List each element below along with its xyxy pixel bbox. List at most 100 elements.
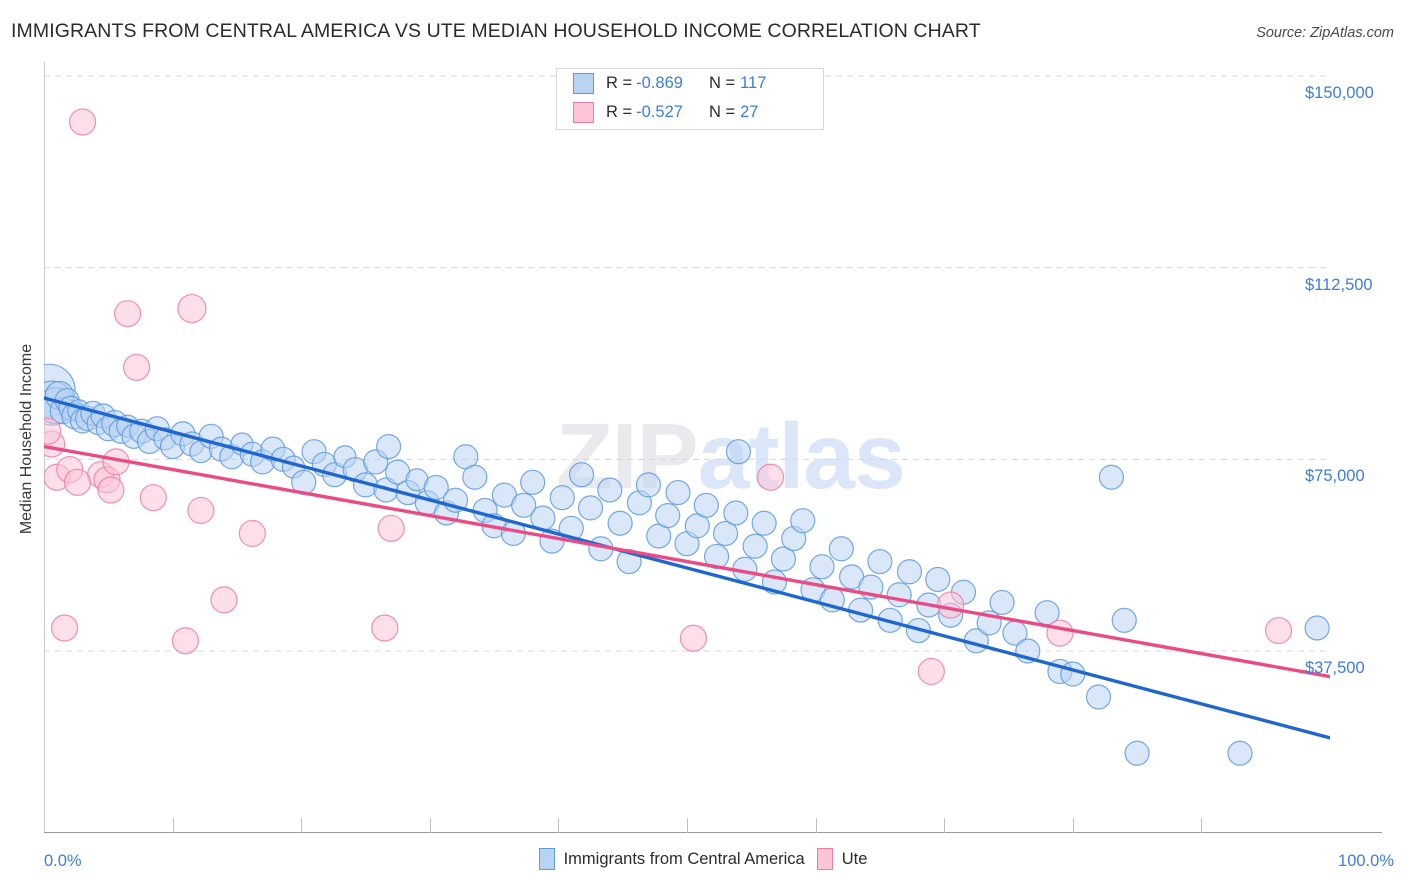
n-label-pink: N = — [708, 103, 736, 121]
data-point — [177, 293, 207, 324]
data-point — [1304, 615, 1330, 641]
data-point — [423, 474, 449, 501]
y-axis-tick-label: $37,500 — [1305, 659, 1365, 677]
data-point — [989, 589, 1015, 616]
data-point — [723, 500, 749, 526]
data-point — [549, 485, 575, 511]
data-point — [44, 417, 62, 445]
data-point — [377, 514, 405, 542]
data-point — [1124, 740, 1150, 766]
data-point — [63, 468, 92, 496]
data-point — [122, 353, 151, 381]
data-point — [1111, 607, 1137, 633]
data-point — [68, 108, 97, 136]
plot-area — [44, 62, 1330, 832]
data-point — [1046, 619, 1074, 647]
data-point — [828, 536, 854, 562]
y-axis-title: Median Household Income — [18, 343, 35, 535]
x-axis-tick — [944, 818, 946, 833]
legend-entry-ute[interactable]: Ute — [816, 848, 868, 870]
data-point — [665, 479, 691, 506]
x-axis-tick — [1201, 818, 1203, 833]
x-axis-tick — [815, 818, 817, 833]
data-point — [790, 508, 816, 534]
legend-swatch-ute — [816, 848, 833, 870]
n-value-pink: 27 — [740, 103, 759, 121]
legend-label-ute: Ute — [841, 849, 868, 868]
data-point — [1060, 661, 1086, 687]
trendline — [44, 396, 1330, 740]
y-axis-tick-label: $112,500 — [1305, 275, 1373, 294]
data-point — [97, 476, 125, 504]
x-axis-tick — [301, 818, 303, 833]
data-point — [597, 477, 623, 503]
series-ute — [44, 108, 1293, 686]
data-point — [896, 559, 923, 585]
data-point — [742, 533, 768, 559]
data-point — [770, 546, 797, 572]
x-axis-tick — [1072, 818, 1074, 833]
x-axis-tick — [687, 818, 688, 833]
data-point — [238, 519, 266, 548]
data-point — [1098, 464, 1124, 490]
data-point — [925, 566, 951, 593]
x-axis-tick — [172, 818, 174, 833]
data-point — [809, 554, 835, 580]
r-value-blue: -0.869 — [636, 74, 683, 92]
source-attribution: Source: ZipAtlas.com — [1256, 25, 1394, 41]
trendline — [44, 444, 1330, 679]
page-title: IMMIGRANTS FROM CENTRAL AMERICA VS UTE M… — [11, 20, 981, 42]
x-axis-min-label: 0.0% — [44, 852, 82, 870]
x-axis-max-label: 100.0% — [1338, 852, 1394, 870]
data-point — [756, 463, 785, 491]
correlation-legend: R = -0.869 N = 117 R = -0.527 N = 27 — [556, 68, 824, 130]
data-point — [886, 582, 912, 608]
n-label-blue: N = — [708, 74, 736, 92]
r-label-blue: R = — [606, 74, 633, 92]
data-point — [171, 627, 200, 655]
legend-entry-immigrants[interactable]: Immigrants from Central America — [538, 848, 805, 870]
data-point — [867, 548, 893, 575]
legend-swatch-immigrants — [538, 848, 555, 870]
data-point — [917, 657, 945, 686]
scatter-svg — [44, 75, 1330, 766]
data-point — [371, 614, 399, 642]
x-axis-line — [44, 832, 1382, 833]
r-label-pink: R = — [606, 103, 633, 121]
correlation-row-blue: R = -0.869 N = 117 — [557, 69, 823, 98]
legend-swatch-blue — [573, 73, 594, 94]
data-point — [113, 300, 142, 328]
r-value-pink: -0.527 — [636, 103, 683, 121]
data-point — [520, 469, 546, 495]
data-point — [210, 586, 238, 614]
data-point — [712, 520, 739, 547]
x-axis-tick — [429, 818, 431, 833]
data-point — [511, 492, 537, 518]
data-point — [693, 492, 719, 518]
data-point — [607, 510, 633, 536]
data-point — [635, 472, 662, 498]
data-point — [50, 614, 79, 642]
n-value-blue: 117 — [740, 74, 767, 92]
correlation-row-pink: R = -0.527 N = 27 — [557, 98, 823, 127]
x-axis-tick — [558, 818, 560, 833]
y-axis-tick-label: $75,000 — [1305, 467, 1365, 486]
data-point — [1264, 616, 1293, 645]
series-legend: Immigrants from Central America Ute — [0, 848, 1406, 870]
data-point — [1227, 740, 1253, 766]
data-point — [1085, 684, 1112, 710]
data-point — [655, 502, 681, 529]
legend-swatch-pink — [573, 102, 594, 123]
data-point — [679, 624, 708, 652]
y-axis-tick-label: $150,000 — [1305, 84, 1374, 102]
data-point — [376, 433, 402, 460]
legend-label-immigrants: Immigrants from Central America — [563, 849, 805, 868]
data-point — [568, 462, 595, 488]
series-immigrants — [44, 363, 1330, 766]
data-point — [187, 496, 215, 525]
data-point — [725, 439, 752, 465]
data-point — [577, 495, 604, 521]
data-point — [751, 510, 777, 536]
data-point — [937, 591, 965, 619]
